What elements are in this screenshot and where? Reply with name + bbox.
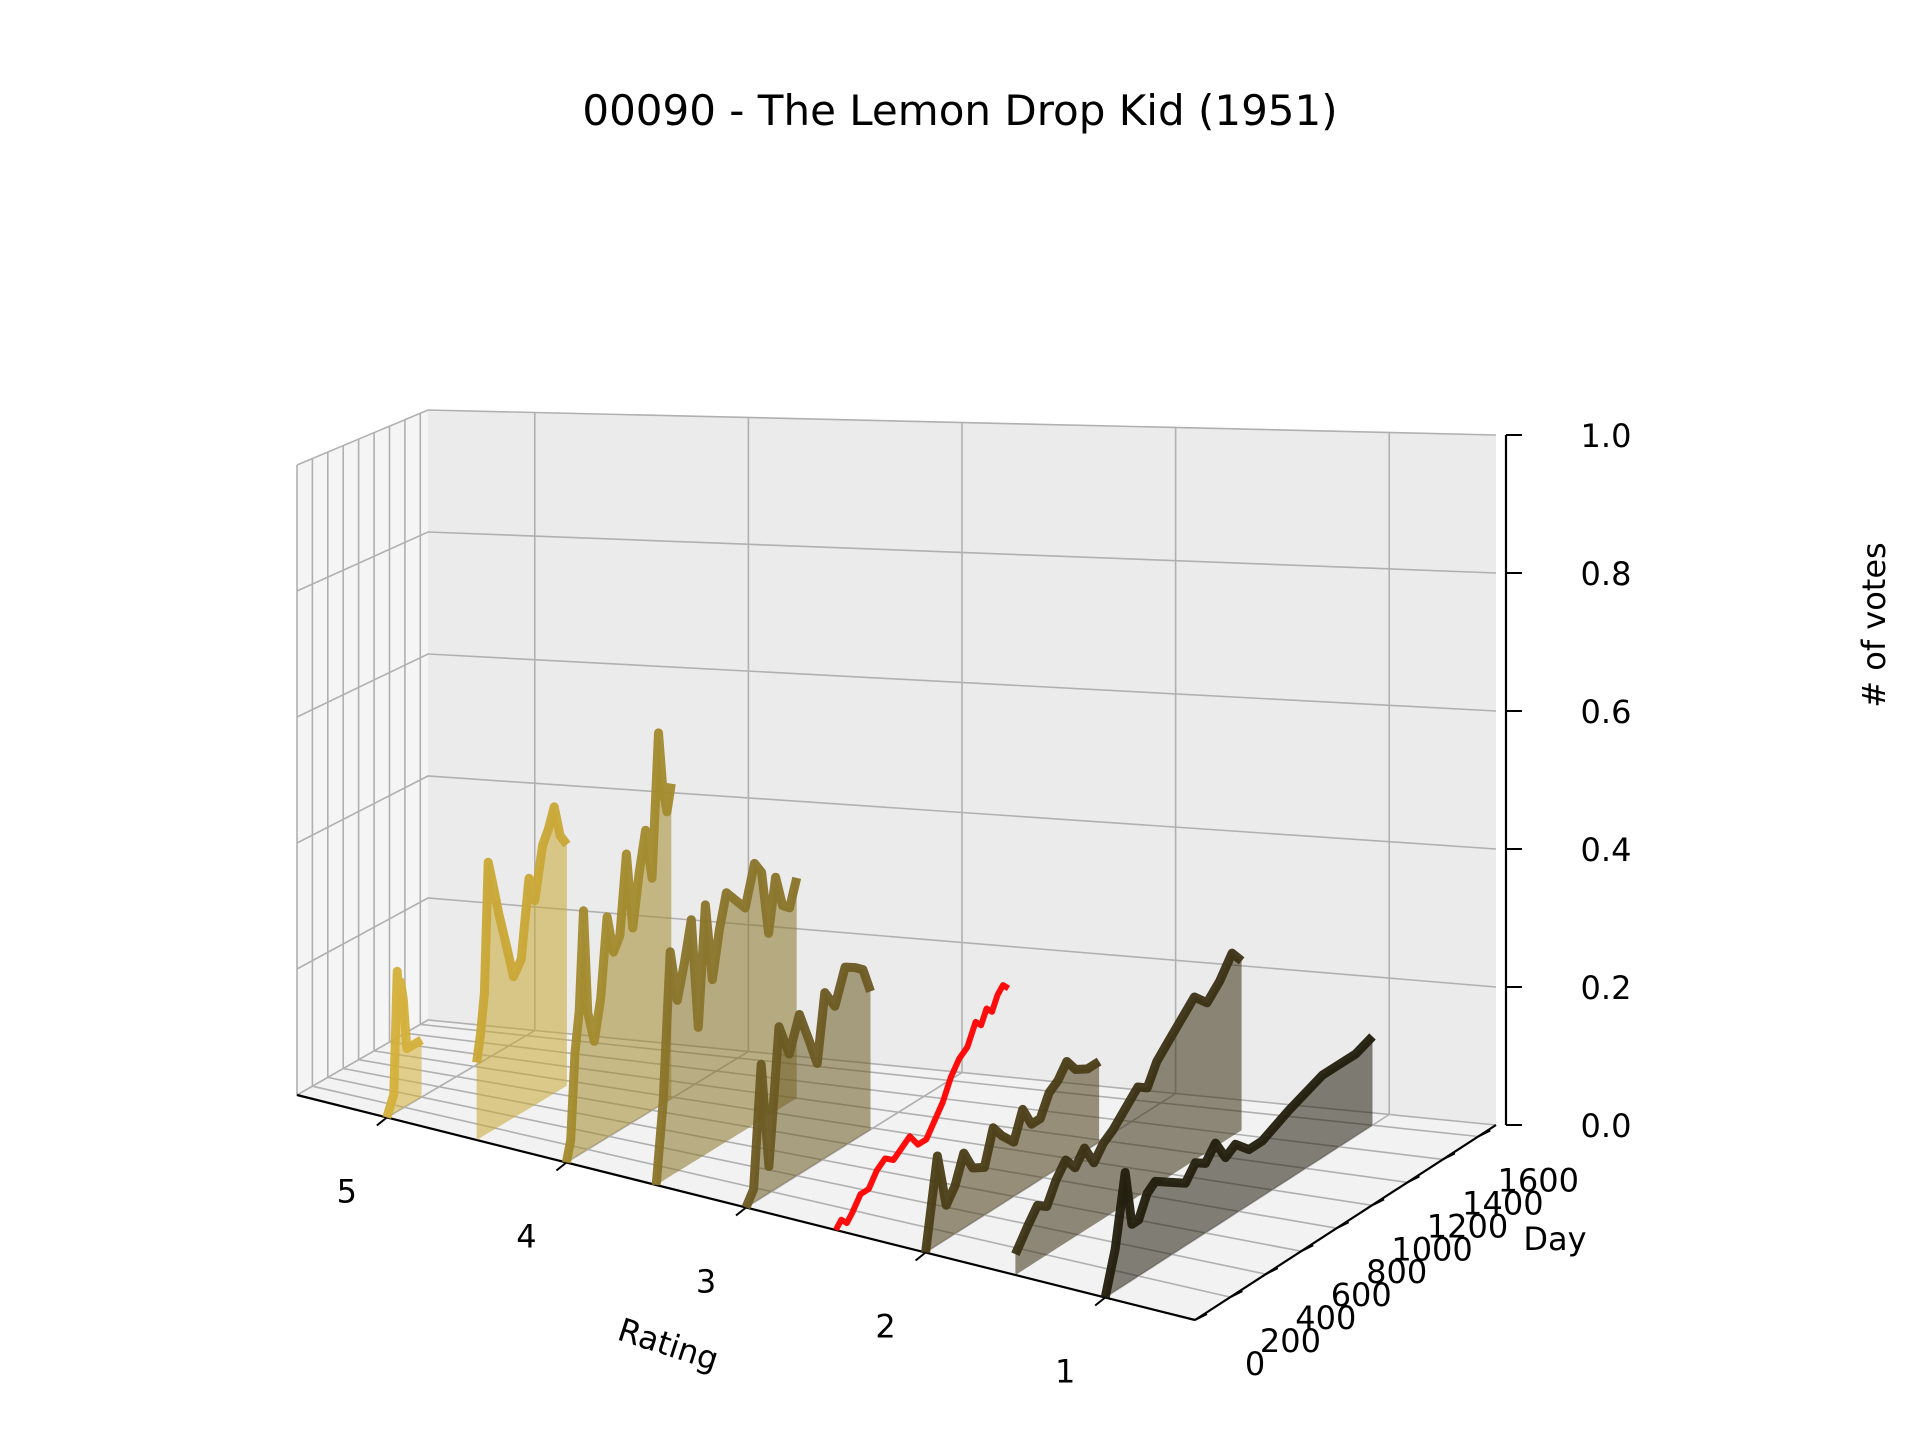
z-tick-label: 1.0 [1581, 417, 1632, 455]
z-tick-label: 0.0 [1581, 1107, 1632, 1145]
y-tick-label: 800 [1366, 1253, 1427, 1291]
z-tick-label: 0.8 [1581, 555, 1632, 593]
y-tick-label: 0 [1245, 1345, 1265, 1383]
x-tick [914, 1251, 927, 1262]
y-tick [1194, 1313, 1208, 1321]
series-line [1100, 1033, 1376, 1299]
series-line [741, 962, 875, 1210]
y-tick-label: 1000 [1391, 1230, 1472, 1268]
y-tick [1407, 1175, 1420, 1184]
series-fill [746, 967, 871, 1208]
x-tick [555, 1161, 568, 1172]
series-fill [1105, 1036, 1373, 1298]
chart-title: 00090 - The Lemon Drop Kid (1951) [582, 86, 1337, 135]
y-tick-label: 600 [1331, 1276, 1392, 1314]
series-fill [1015, 953, 1242, 1275]
x-tick-label: 1 [1055, 1353, 1075, 1391]
y-axis-label: Day [1523, 1220, 1586, 1258]
grid-line-z [296, 775, 1497, 850]
y-tick [1265, 1267, 1279, 1276]
axes-panes [297, 410, 1496, 1320]
grid-line-z [296, 531, 1497, 592]
series-fill [476, 806, 567, 1140]
x-axis-label: Rating [613, 1311, 723, 1379]
series-line [561, 728, 676, 1164]
y-tick [1371, 1198, 1385, 1207]
y-tick-label: 1200 [1427, 1207, 1508, 1245]
y-tick-label: 1600 [1498, 1161, 1579, 1199]
grid-line-z [296, 897, 1497, 988]
y-tick-label: 400 [1295, 1299, 1356, 1337]
y-tick-label: 200 [1260, 1322, 1321, 1360]
x-tick-label: 5 [337, 1173, 357, 1211]
y-tick [1442, 1152, 1456, 1161]
z-tick-label: 0.2 [1581, 969, 1632, 1007]
y-tick [1336, 1221, 1350, 1230]
chart-series-group [382, 728, 1376, 1299]
grid-line-z [296, 409, 1497, 466]
x-tick-label: 2 [875, 1308, 895, 1346]
x-tick [376, 1116, 388, 1127]
z-axis-label: # of votes [1855, 542, 1893, 707]
series-line [382, 966, 424, 1119]
y-tick [1300, 1244, 1314, 1253]
series-line [651, 858, 802, 1186]
y-tick [1229, 1290, 1243, 1298]
series-line [921, 1057, 1102, 1254]
series-line [472, 802, 571, 1064]
grid-line-z [296, 653, 1497, 718]
x-tick [1094, 1296, 1106, 1307]
x-tick-label: 3 [696, 1263, 716, 1301]
series-line [833, 982, 1011, 1232]
z-tick-label: 0.6 [1581, 693, 1632, 731]
left-pane [297, 410, 428, 1095]
x-tick-label: 4 [516, 1218, 536, 1256]
x-tick [735, 1206, 747, 1217]
y-tick-label: 1400 [1462, 1184, 1543, 1222]
z-tick-label: 0.4 [1581, 831, 1632, 869]
y-tick [1477, 1129, 1491, 1138]
series-line [1011, 948, 1245, 1257]
series-fill [925, 1061, 1100, 1253]
